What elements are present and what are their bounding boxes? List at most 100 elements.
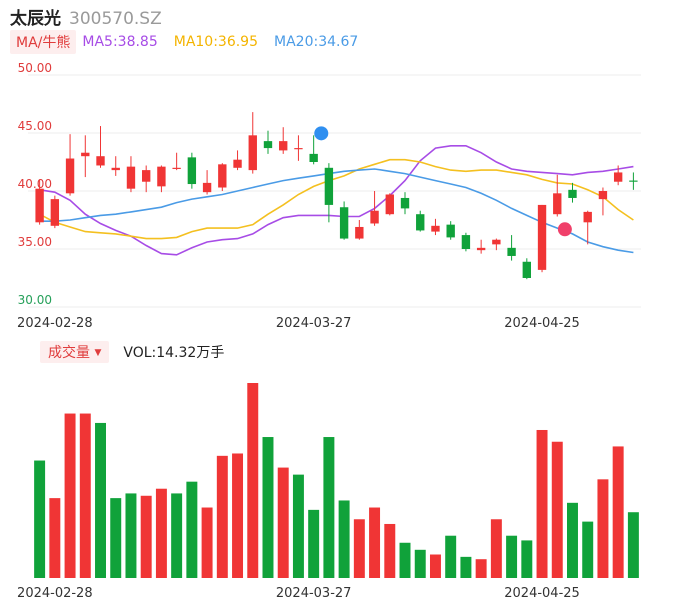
candle-body xyxy=(385,194,394,215)
volume-bar xyxy=(125,493,137,578)
candle xyxy=(65,134,75,196)
volume-bar xyxy=(627,512,639,578)
volume-bar xyxy=(49,498,61,578)
candle xyxy=(537,204,547,273)
candle xyxy=(187,152,197,189)
volume-bar xyxy=(399,542,411,578)
candle-body xyxy=(279,141,288,151)
candle xyxy=(522,258,531,280)
volume-bar xyxy=(323,437,335,578)
volume-value: VOL:14.32万手 xyxy=(123,345,225,361)
volume-bar xyxy=(429,554,441,578)
ma5-line xyxy=(39,145,634,256)
candle xyxy=(96,126,105,168)
candle xyxy=(263,130,273,154)
volume-indicator-tag[interactable]: 成交量 ▼ xyxy=(40,341,110,363)
candle-body xyxy=(142,170,151,182)
candle xyxy=(233,150,242,171)
candle-body xyxy=(172,167,181,169)
volume-bar xyxy=(34,460,46,578)
price-axis: 50.00 45.00 40.00 35.00 30.00 xyxy=(18,61,52,307)
candle-body xyxy=(355,226,364,239)
x-tick-label: 2024-04-25 xyxy=(504,316,580,331)
candle xyxy=(172,152,181,171)
candle xyxy=(294,135,303,161)
candle-body xyxy=(461,235,471,249)
candle-body xyxy=(126,166,136,189)
volume-bar xyxy=(490,519,502,578)
volume-bar xyxy=(369,507,381,578)
candle xyxy=(157,165,166,193)
candle-body xyxy=(263,141,273,149)
volume-bar xyxy=(95,422,106,578)
candle-body xyxy=(598,191,608,200)
date-axis-bottom: 2024-02-28 2024-03-27 2024-04-25 xyxy=(17,586,580,601)
candle-body xyxy=(446,224,455,238)
stock-header: 太辰光 300570.SZ xyxy=(10,4,162,29)
volume-bar xyxy=(521,540,533,578)
volume-bars xyxy=(34,383,639,578)
volume-bar xyxy=(536,429,548,578)
badge-circle xyxy=(557,222,572,237)
candles xyxy=(35,112,638,280)
candle-body xyxy=(613,172,623,182)
y-tick-label: 35.00 xyxy=(18,235,52,249)
candle xyxy=(126,156,136,193)
candle xyxy=(416,210,425,232)
candle xyxy=(35,179,44,225)
volume-bar xyxy=(353,519,365,578)
candle-body xyxy=(629,180,638,182)
candle xyxy=(461,232,471,252)
price-grid xyxy=(28,74,641,308)
volume-bar xyxy=(475,559,487,578)
y-tick-label: 50.00 xyxy=(18,61,52,75)
y-tick-label: 45.00 xyxy=(18,119,52,133)
candle xyxy=(81,135,90,178)
candle xyxy=(50,195,60,229)
candle xyxy=(553,174,562,217)
volume-bar xyxy=(445,535,457,578)
candle-body xyxy=(324,167,334,205)
candle xyxy=(568,182,577,203)
candle-body xyxy=(187,157,197,185)
volume-bar xyxy=(308,509,320,578)
volume-bar xyxy=(64,413,76,578)
date-axis-top: 2024-02-28 2024-03-27 2024-04-25 xyxy=(17,316,580,331)
volume-bar xyxy=(277,467,289,578)
ma10-line xyxy=(39,158,634,240)
candle-body xyxy=(81,152,90,157)
x-tick-label: 2024-03-27 xyxy=(276,586,352,601)
ma-lines xyxy=(39,145,634,256)
candle xyxy=(598,187,608,216)
candle-body xyxy=(339,207,349,239)
candle xyxy=(355,220,364,240)
candle xyxy=(111,156,120,176)
ma20-line xyxy=(39,168,634,254)
y-tick-label: 40.00 xyxy=(18,177,52,191)
volume-tag-label: 成交量 xyxy=(48,345,90,361)
candle-body xyxy=(218,164,227,188)
chevron-down-icon: ▼ xyxy=(94,348,102,358)
candle xyxy=(629,172,638,190)
ma-indicator-tag[interactable]: MA/牛熊 xyxy=(10,30,77,54)
candle xyxy=(492,238,501,251)
x-tick-label: 2024-04-25 xyxy=(504,586,580,601)
candle xyxy=(202,170,212,195)
candle-body xyxy=(96,156,105,166)
candle xyxy=(218,163,227,191)
volume-bar xyxy=(567,502,578,578)
volume-bar xyxy=(155,488,167,578)
volume-bar xyxy=(551,441,563,578)
candle xyxy=(446,221,455,240)
x-tick-label: 2024-02-28 xyxy=(17,316,93,331)
candle xyxy=(370,191,379,226)
volume-bar xyxy=(597,479,609,578)
candle xyxy=(431,218,440,236)
candle-body xyxy=(294,148,303,150)
volume-bar xyxy=(216,455,228,578)
volume-bar xyxy=(506,535,518,578)
volume-bar xyxy=(384,523,396,578)
y-tick-label: 30.00 xyxy=(18,293,52,307)
candle xyxy=(476,239,486,254)
